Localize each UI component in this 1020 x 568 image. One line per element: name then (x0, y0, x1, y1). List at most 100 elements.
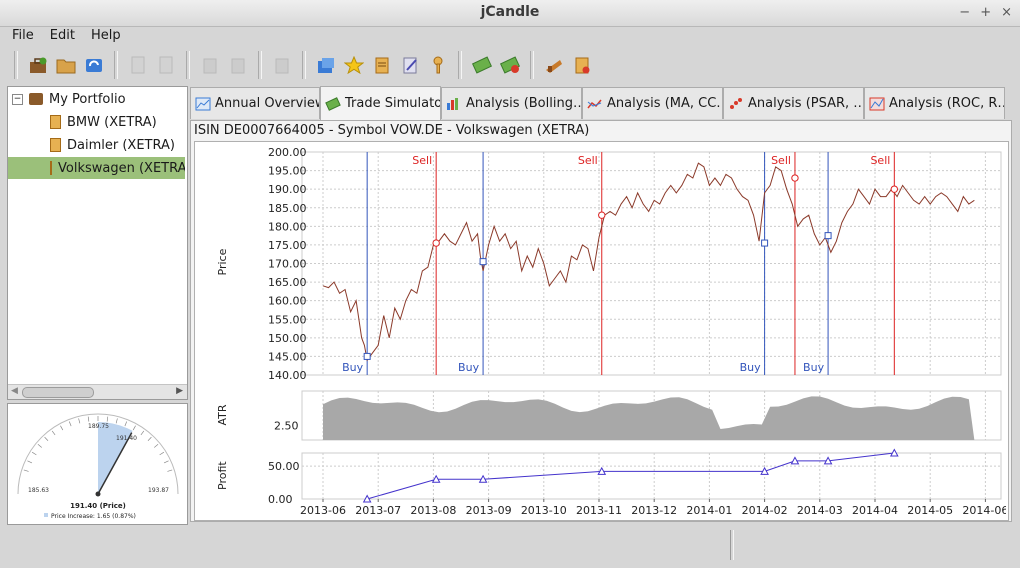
price-tick-label: 175.00 (268, 239, 307, 252)
tree-item-label: Daimler (XETRA) (67, 137, 175, 153)
minimize-button[interactable]: − (959, 5, 971, 20)
menu-file[interactable]: File (12, 28, 34, 43)
refresh-icon[interactable] (82, 53, 106, 77)
buy-label: Buy (458, 361, 480, 374)
copy-icon[interactable] (270, 53, 294, 77)
tab-label: Annual Overview (215, 96, 320, 111)
tree-horizontal-scrollbar[interactable]: ◀ ▶ (8, 384, 187, 399)
stock-icon (50, 115, 61, 129)
buy-marker (824, 232, 832, 240)
profit-plot-background (301, 452, 1002, 500)
collapse-icon[interactable]: − (12, 93, 23, 105)
buy-label: Buy (803, 361, 825, 374)
report-icon[interactable] (570, 53, 594, 77)
key-icon[interactable] (426, 53, 450, 77)
tree-root[interactable]: − My Portfolio (8, 88, 189, 110)
profit-marker (362, 494, 372, 503)
toolbar-separator (258, 51, 262, 79)
sell-label: Sell (870, 154, 890, 167)
atr-area (323, 396, 975, 440)
gauge-tick (132, 425, 136, 431)
gauge-range-fill (98, 422, 133, 494)
doc-icon[interactable] (154, 53, 178, 77)
sell-label: Sell (578, 154, 598, 167)
toolbar (0, 47, 1020, 83)
gauge-tick (27, 460, 33, 464)
edit-icon[interactable] (398, 53, 422, 77)
sell-marker (432, 239, 440, 247)
profit-marker (597, 466, 607, 475)
price-tick-label: 185.00 (268, 202, 307, 215)
portfolio-icon (29, 93, 43, 105)
atr-tick-label: 2.50 (274, 420, 299, 433)
profit-axis-label: Profit (216, 461, 229, 490)
profit-marker (889, 448, 899, 457)
x-tick-label: 2013-11 (576, 504, 622, 517)
atr-axis-label: ATR (216, 404, 229, 425)
clipboard-icon[interactable] (226, 53, 250, 77)
profit-marker (760, 466, 769, 475)
tab-analysis-ma-cci[interactable]: Analysis (MA, CC… (582, 87, 723, 119)
doc-icon[interactable] (126, 53, 150, 77)
toolbar-separator (530, 51, 534, 79)
buy-marker (761, 239, 769, 247)
sell-icon[interactable] (498, 53, 522, 77)
gauge-max-label: 193.87 (148, 487, 169, 494)
profit-tick-label: 50.00 (268, 460, 300, 473)
tab-trade-simulator[interactable]: Trade Simulator (320, 86, 441, 120)
stock-icon (50, 138, 61, 152)
roc-chart-icon (869, 97, 885, 110)
x-tick-label: 2014-01 (686, 504, 732, 517)
tab-label: Trade Simulator (345, 96, 441, 111)
tab-analysis-roc[interactable]: Analysis (ROC, R… (864, 87, 1005, 119)
x-tick-label: 2014-05 (907, 504, 953, 517)
import-icon[interactable] (314, 53, 338, 77)
menu-help[interactable]: Help (90, 28, 121, 43)
price-tick-label: 155.00 (268, 313, 307, 326)
tree-item-bmw[interactable]: BMW (XETRA) (8, 111, 185, 133)
close-button[interactable]: × (1001, 5, 1012, 20)
price-tick-label: 170.00 (268, 258, 307, 271)
tree-item-volkswagen[interactable]: Volkswagen (XETRA) (8, 157, 185, 179)
tab-analysis-psar[interactable]: Analysis (PSAR, … (723, 87, 864, 119)
price-gauge: 185.63 193.87 189.75 191.40 191.40 (Pric… (7, 403, 188, 525)
chart-icon[interactable] (542, 53, 566, 77)
scroll-right-icon[interactable]: ▶ (176, 386, 183, 396)
menu-bar: File Edit Help (0, 26, 1020, 46)
price-tick-label: 150.00 (268, 332, 307, 345)
scroll-left-icon[interactable]: ◀ (11, 386, 18, 396)
notes-icon[interactable] (370, 53, 394, 77)
x-tick-label: 2013-06 (300, 504, 346, 517)
price-tick-label: 145.00 (268, 350, 307, 363)
tab-analysis-bollinger[interactable]: Analysis (Bolling… (441, 87, 582, 119)
gauge-tick (68, 421, 72, 427)
scroll-thumb[interactable] (22, 387, 94, 398)
maximize-button[interactable]: + (980, 5, 992, 20)
profit-marker (790, 456, 800, 465)
price-tick-label: 160.00 (268, 295, 307, 308)
gauge-tick (167, 469, 173, 472)
x-tick-label: 2014-03 (797, 504, 843, 517)
tree-item-daimler[interactable]: Daimler (XETRA) (8, 134, 185, 156)
star-icon[interactable] (342, 53, 366, 77)
tab-label: Analysis (MA, CC… (607, 96, 723, 111)
gauge-chart: 185.63 193.87 189.75 191.40 191.40 (Pric… (17, 413, 179, 520)
stock-icon (50, 161, 52, 175)
clipboard-icon[interactable] (198, 53, 222, 77)
menu-edit[interactable]: Edit (49, 28, 75, 43)
title-bar: jCandle − + × (0, 0, 1020, 27)
open-folder-icon[interactable] (54, 53, 78, 77)
buy-icon[interactable] (470, 53, 494, 77)
gauge-tick (31, 451, 37, 456)
toolbar-separator (458, 51, 462, 79)
gauge-min-label: 185.63 (28, 487, 49, 494)
portfolio-tree[interactable]: − My Portfolio BMW (XETRA) Daimler (XETR… (7, 86, 188, 400)
tab-label: Analysis (ROC, R… (889, 96, 1005, 111)
window-controls: − + × (959, 5, 1012, 20)
gauge-increase-label: Price Increase: 1.65 (0.87%) (51, 513, 136, 520)
security-info-line: ISIN DE0007664005 - Symbol VOW.DE - Volk… (194, 123, 590, 138)
new-portfolio-icon[interactable] (26, 53, 50, 77)
gauge-tick (44, 436, 49, 442)
x-tick-label: 2014-02 (742, 504, 788, 517)
tab-annual-overview[interactable]: Annual Overview (190, 87, 320, 119)
